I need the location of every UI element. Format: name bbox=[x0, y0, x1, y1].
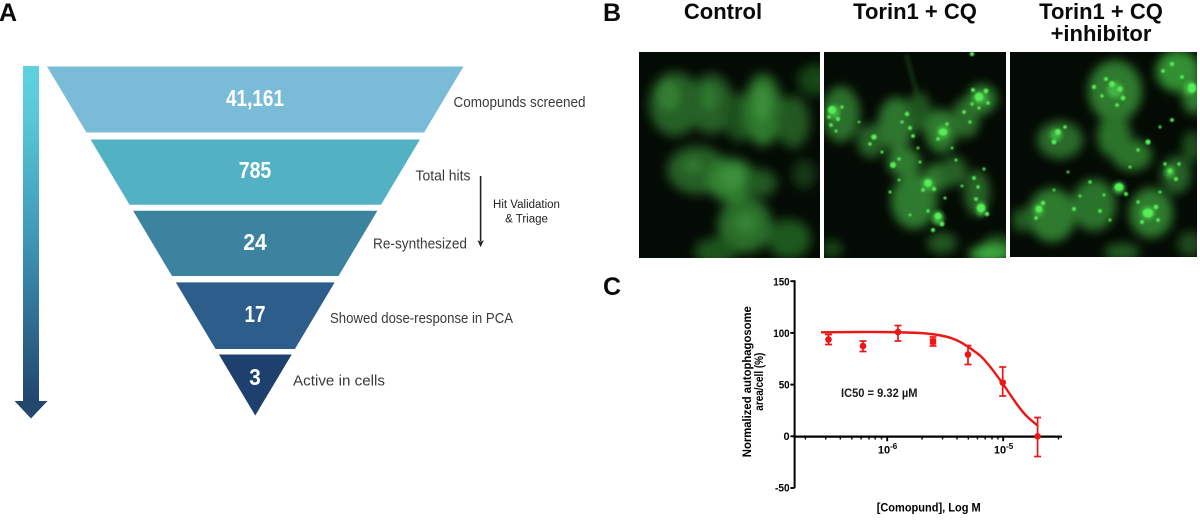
svg-text:Active in cells: Active in cells bbox=[293, 373, 385, 390]
svg-text:Total hits: Total hits bbox=[416, 168, 471, 185]
svg-text:17: 17 bbox=[245, 301, 266, 327]
svg-text:10-6: 10-6 bbox=[878, 442, 898, 457]
svg-text:Comopunds screened: Comopunds screened bbox=[454, 94, 586, 111]
svg-text:IC50 = 9.32 µM: IC50 = 9.32 µM bbox=[841, 388, 918, 400]
svg-text:[Comopund], Log M: [Comopund], Log M bbox=[877, 502, 981, 514]
svg-text:785: 785 bbox=[239, 157, 272, 183]
svg-text:Normalized autophagosomearea/c: Normalized autophagosomearea/cell (%) bbox=[742, 306, 766, 457]
svg-text:Showed dose-response in PCA: Showed dose-response in PCA bbox=[330, 310, 513, 327]
svg-text:Hit Validation: Hit Validation bbox=[493, 199, 560, 211]
svg-text:24: 24 bbox=[243, 229, 267, 255]
svg-text:Re-synthesized: Re-synthesized bbox=[373, 236, 467, 253]
svg-text:100: 100 bbox=[773, 328, 789, 340]
svg-text:50: 50 bbox=[779, 380, 790, 392]
svg-text:0: 0 bbox=[783, 431, 789, 443]
svg-text:3: 3 bbox=[249, 364, 261, 390]
svg-text:41,161: 41,161 bbox=[226, 85, 284, 111]
svg-text:10-5: 10-5 bbox=[994, 442, 1014, 457]
svg-text:& Triage: & Triage bbox=[505, 214, 548, 226]
svg-text:150: 150 bbox=[773, 276, 789, 288]
svg-text:-50: -50 bbox=[775, 482, 790, 494]
